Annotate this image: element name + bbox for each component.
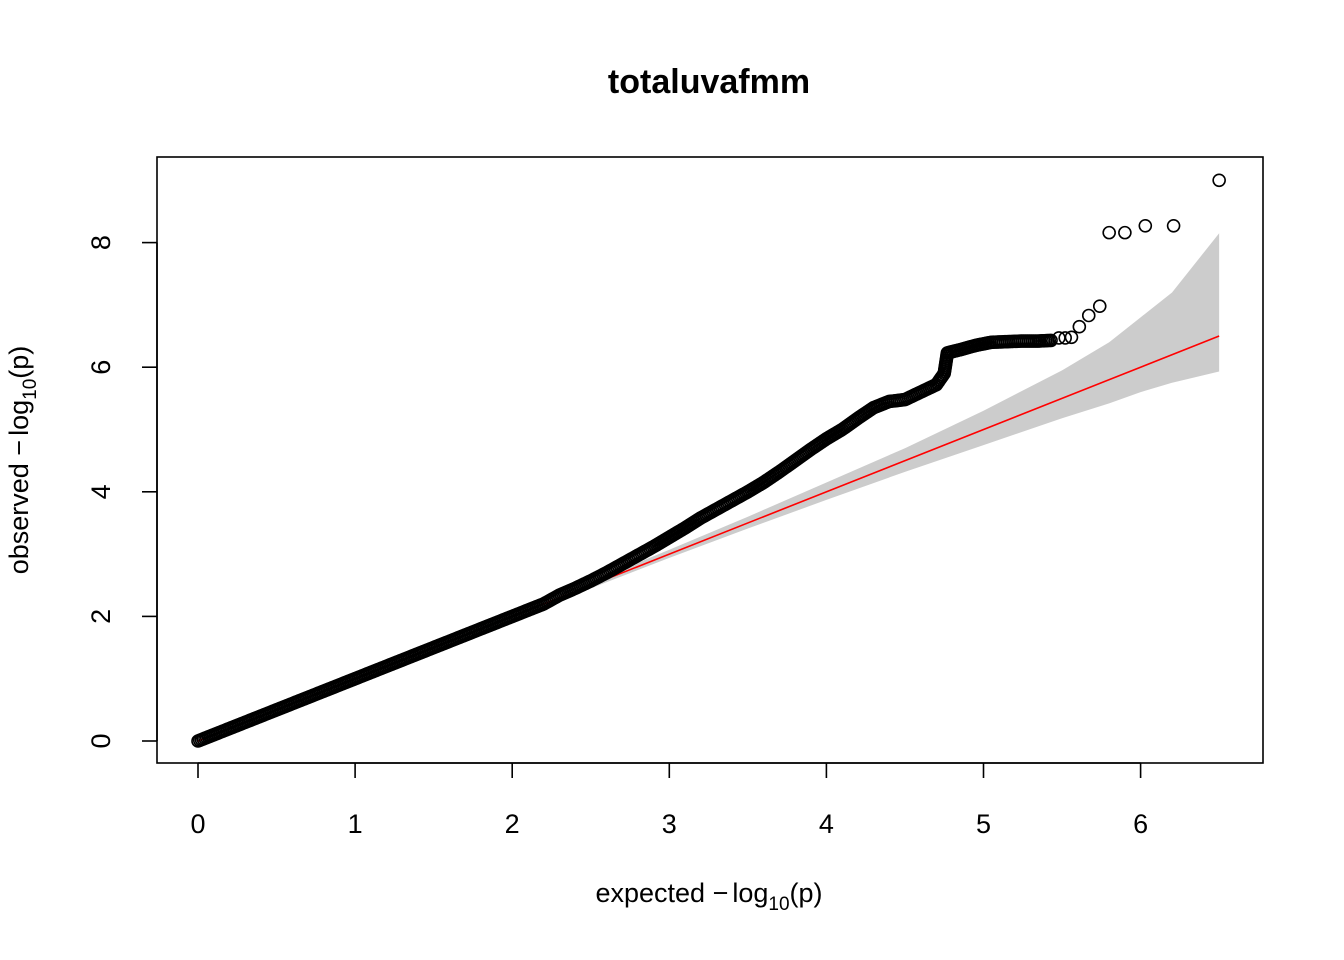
x-tick-label: 3 [662, 809, 677, 839]
y-tick-label: 4 [86, 484, 116, 499]
data-point [1044, 333, 1058, 348]
x-tick-label: 4 [819, 809, 834, 839]
data-point [1092, 299, 1107, 313]
data-point [1064, 330, 1079, 345]
y-tick-label: 0 [86, 733, 116, 748]
x-label-prefix: expected [595, 878, 712, 908]
x-label-minus: − [713, 878, 729, 908]
x-tick-label: 2 [505, 809, 520, 839]
chart-title: totaluvafmm [608, 63, 810, 101]
x-tick-label: 6 [1133, 809, 1148, 839]
x-axis: 0 1 2 3 4 5 6 [190, 762, 1148, 839]
y-tick-label: 6 [86, 360, 116, 375]
data-point [1166, 218, 1181, 233]
data-point [1118, 225, 1132, 240]
data-point [1058, 331, 1072, 345]
points-layer [191, 173, 1226, 748]
y-tick-label: 8 [86, 235, 116, 250]
y-label-minus: − [4, 440, 34, 456]
y-axis: 0 2 4 6 8 [86, 235, 158, 749]
y-label-log: log [4, 400, 34, 436]
y-tick-label: 2 [86, 609, 116, 624]
plot-frame [156, 156, 1264, 764]
data-point [1081, 308, 1096, 323]
data-point [1138, 218, 1153, 233]
x-tick-label: 5 [976, 809, 991, 839]
x-label-arg: (p) [790, 878, 823, 908]
x-tick-label: 0 [190, 809, 205, 839]
x-tick-label: 1 [348, 809, 363, 839]
x-label-subscript: 10 [768, 894, 789, 915]
data-point [1102, 225, 1116, 240]
x-axis-label: expected − log10(p) [595, 878, 822, 915]
data-point [1212, 173, 1226, 188]
y-label-prefix: observed [4, 456, 34, 575]
x-label-log: log [732, 878, 768, 908]
y-label-arg: (p) [4, 346, 34, 379]
y-axis-label: observed − log10(p) [4, 346, 41, 575]
y-label-subscript: 10 [20, 379, 41, 400]
data-point [1072, 319, 1087, 334]
